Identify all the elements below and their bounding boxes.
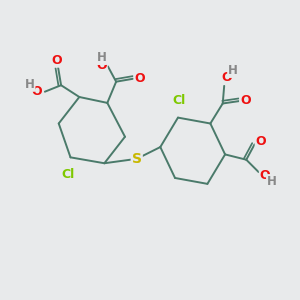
Text: Cl: Cl xyxy=(172,94,185,107)
Text: S: S xyxy=(132,152,142,166)
Text: H: H xyxy=(25,78,34,91)
Text: H: H xyxy=(97,51,106,64)
Text: H: H xyxy=(228,64,238,77)
Text: O: O xyxy=(256,135,266,148)
Text: O: O xyxy=(260,169,270,182)
Text: O: O xyxy=(221,71,232,84)
Text: O: O xyxy=(134,72,145,85)
Text: H: H xyxy=(267,175,277,188)
Text: Cl: Cl xyxy=(61,168,75,181)
Text: O: O xyxy=(240,94,251,107)
Text: O: O xyxy=(31,85,42,98)
Text: O: O xyxy=(96,59,107,72)
Text: O: O xyxy=(51,54,62,67)
